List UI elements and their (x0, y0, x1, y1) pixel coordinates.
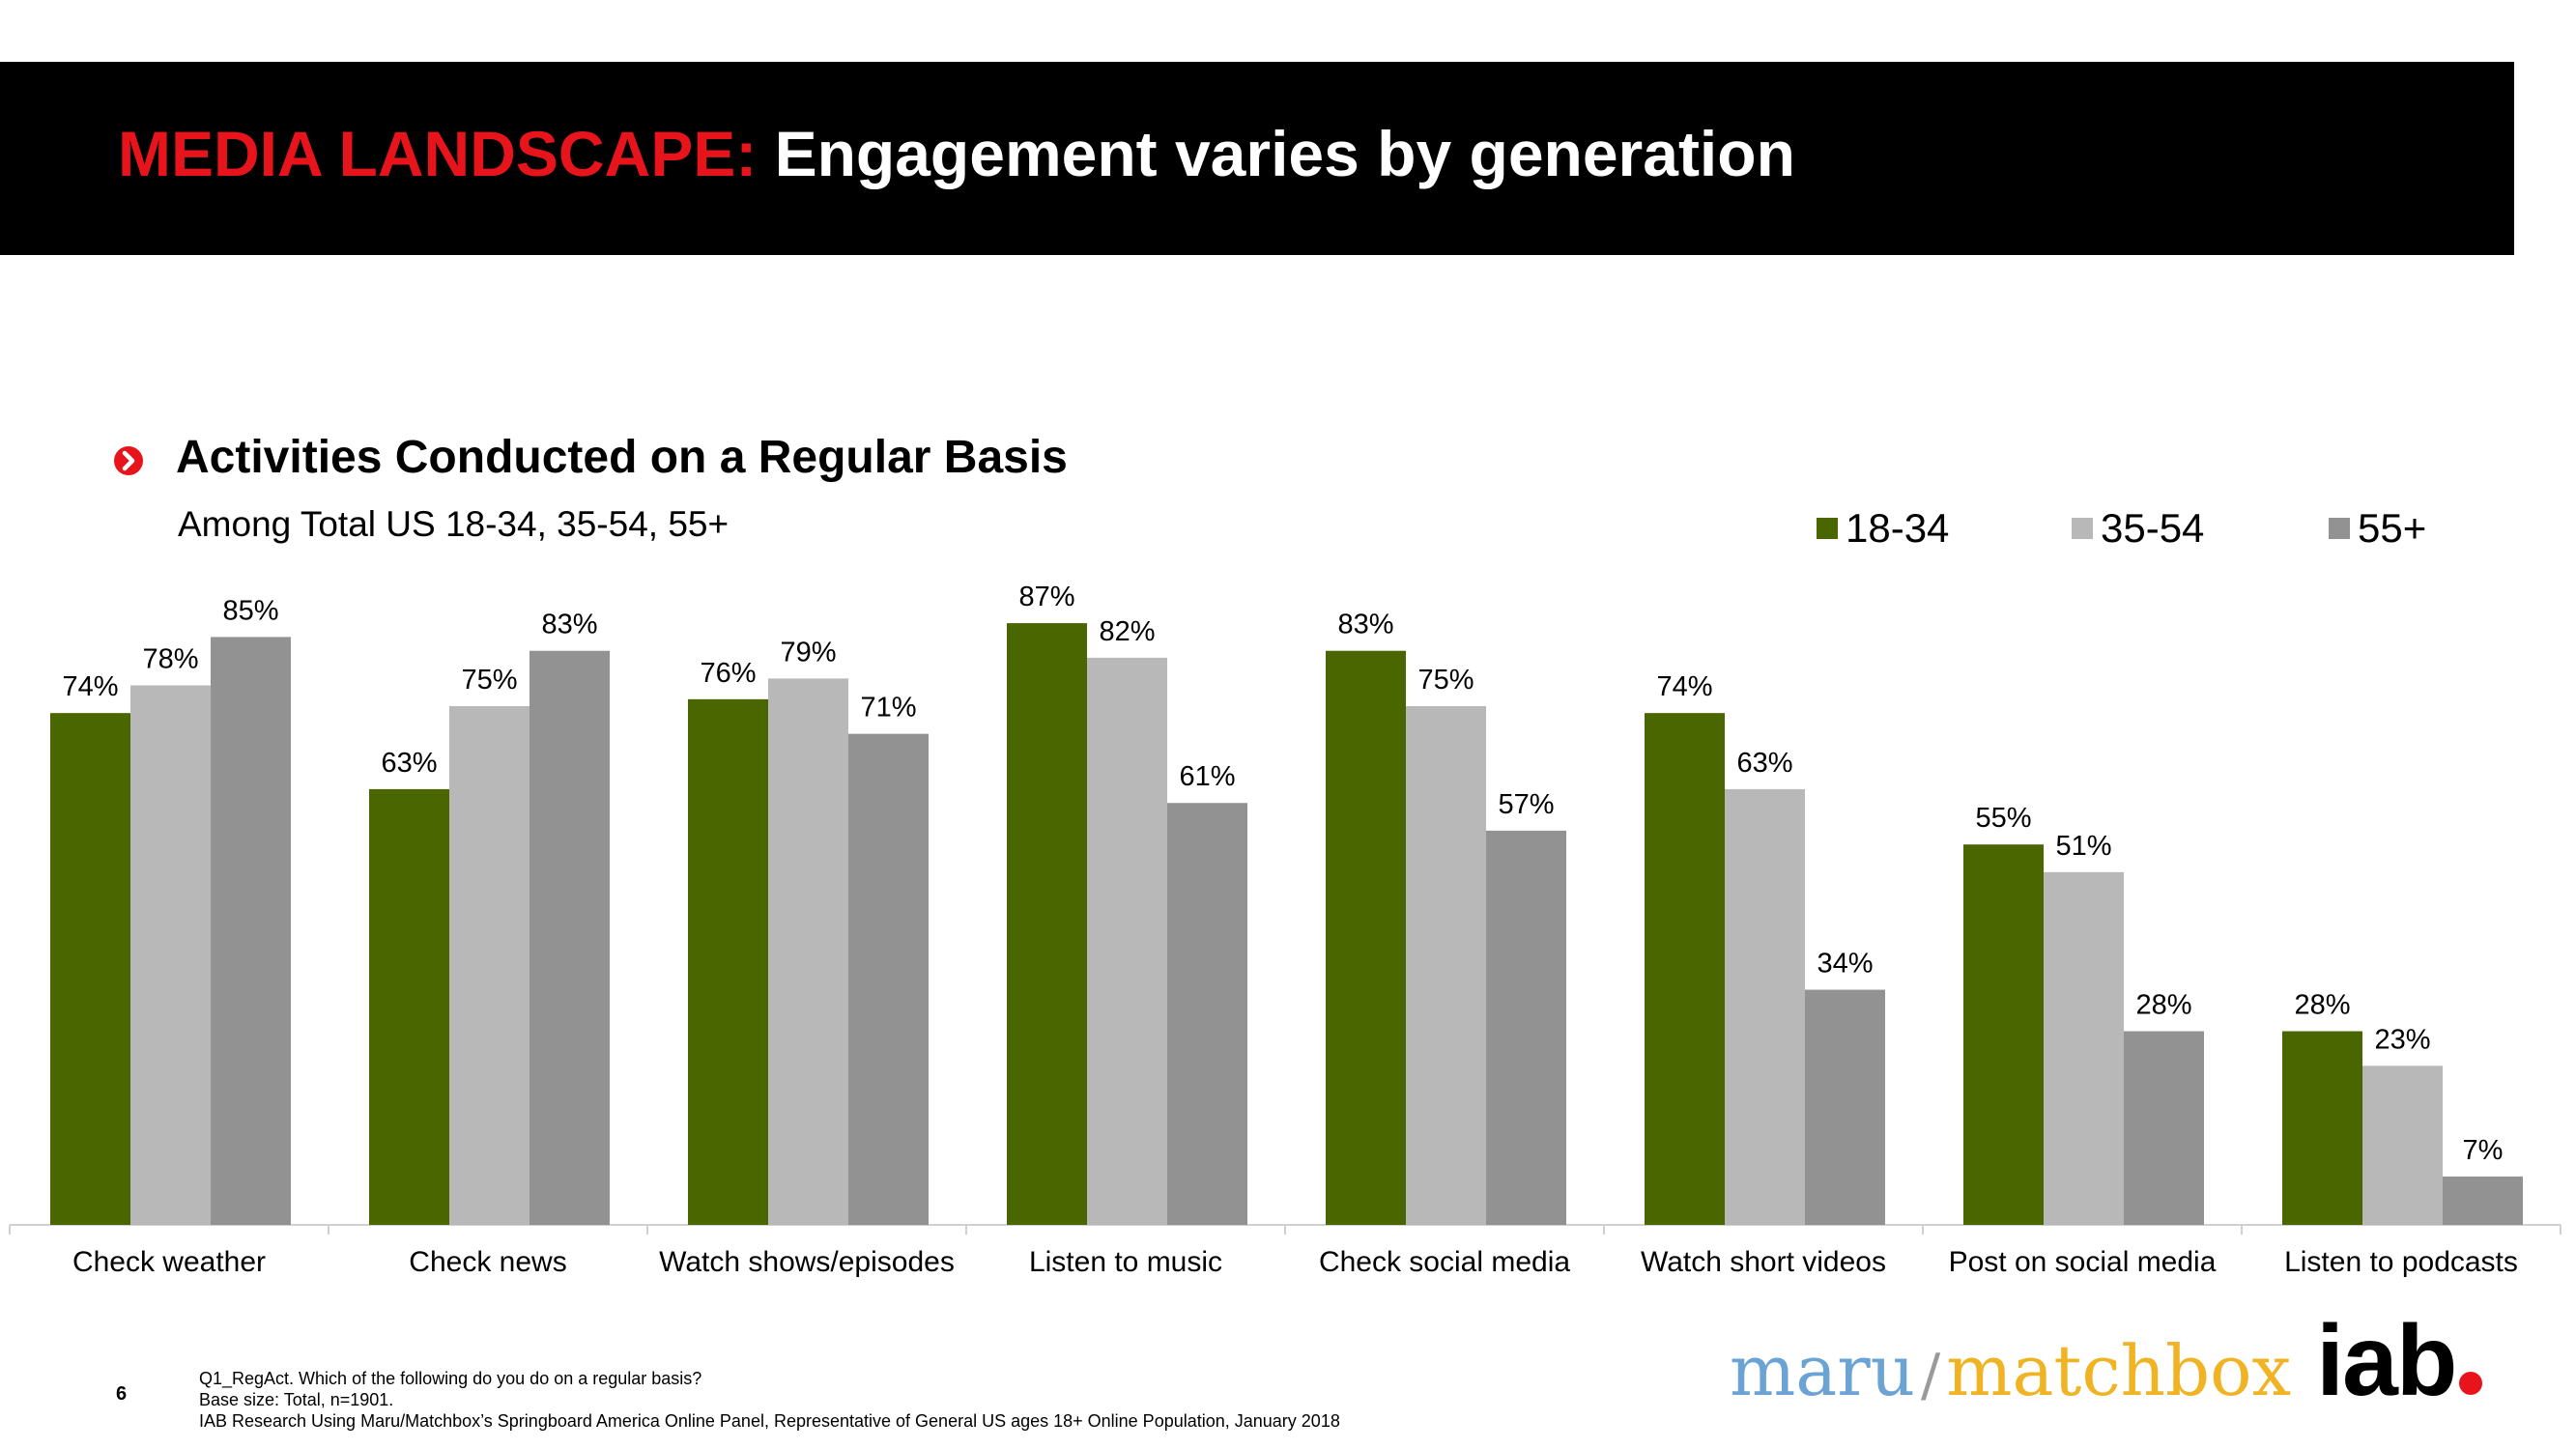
iab-logo-dot-icon (2459, 1372, 2483, 1395)
bar-watch-short-videos-55 (1805, 989, 1885, 1225)
footnote-question: Q1_RegAct. Which of the following do you… (199, 1369, 702, 1388)
data-label-listen-to-music-55: 61% (1179, 761, 1235, 792)
data-label-check-weather-55: 85% (222, 595, 278, 626)
data-label-check-news-35-54: 75% (461, 665, 517, 696)
chart-subtitle: Among Total US 18-34, 35-54, 55+ (178, 504, 730, 544)
data-label-check-weather-18-34: 74% (62, 671, 118, 702)
chart-title: Activities Conducted on a Regular Basis (176, 432, 1068, 483)
legend-item-18-34: 18-34 (1817, 508, 1949, 549)
matchbox-logo-text: matchbox (1946, 1330, 2292, 1411)
bar-chart: 74% 78% 85% Check weather 63% 75% 83% Check new… (9, 582, 2562, 1278)
bar-listen-to-music-55 (1167, 803, 1247, 1225)
bar-watch-short-videos-35-54 (1725, 788, 1805, 1225)
logo-slash: / (1921, 1342, 1941, 1409)
chevron-right-icon (114, 446, 143, 475)
bar-watch-shows-episodes-18-34 (688, 698, 768, 1225)
legend-swatch-55-plus (2329, 518, 2350, 539)
category-label-watch-short-videos: Watch short videos (1641, 1246, 1886, 1278)
legend-swatch-35-54 (2072, 518, 2093, 539)
category-label-post-on-social-media: Post on social media (1949, 1246, 2217, 1278)
bar-post-on-social-media-35-54 (2044, 871, 2124, 1225)
data-label-listen-to-podcasts-18-34: 28% (2294, 990, 2350, 1021)
bar-listen-to-podcasts-55 (2443, 1176, 2523, 1225)
data-label-check-social-media-55: 57% (1498, 789, 1554, 820)
bar-check-news-18-34 (369, 788, 449, 1225)
title-rest: Engagement varies by generation (757, 118, 1795, 189)
bar-watch-short-videos-18-34 (1645, 713, 1725, 1225)
legend-label-35-54: 35-54 (2101, 505, 2205, 551)
data-label-listen-to-music-35-54: 82% (1099, 616, 1155, 647)
partner-logos: maru / matchbox iab (1730, 1304, 2483, 1419)
data-label-listen-to-podcasts-35-54: 23% (2374, 1024, 2430, 1055)
data-label-post-on-social-media-18-34: 55% (1975, 803, 2031, 834)
data-label-check-social-media-18-34: 83% (1337, 610, 1393, 640)
data-label-post-on-social-media-35-54: 51% (2055, 831, 2111, 862)
bar-check-social-media-35-54 (1406, 706, 1486, 1225)
category-label-check-weather: Check weather (72, 1246, 266, 1278)
bar-check-news-35-54 (449, 706, 530, 1225)
page-title: MEDIA LANDSCAPE: Engagement varies by ge… (118, 122, 1795, 185)
data-label-watch-shows-episodes-55: 71% (860, 693, 916, 724)
data-label-watch-short-videos-55: 34% (1817, 949, 1873, 980)
footnotes: Q1_RegAct. Which of the following do you… (199, 1368, 1340, 1432)
legend-label-55-plus: 55+ (2358, 505, 2427, 551)
category-label-watch-shows-episodes: Watch shows/episodes (659, 1246, 955, 1278)
title-prefix: MEDIA LANDSCAPE: (118, 118, 758, 189)
maru-logo-text: maru (1730, 1330, 1915, 1411)
bar-check-weather-18-34 (50, 713, 130, 1225)
bar-listen-to-podcasts-35-54 (2362, 1065, 2443, 1225)
page-number: 6 (116, 1383, 128, 1405)
category-label-check-social-media: Check social media (1319, 1246, 1570, 1278)
bar-listen-to-podcasts-18-34 (2282, 1031, 2362, 1225)
bar-listen-to-music-18-34 (1007, 623, 1087, 1225)
bar-watch-shows-episodes-35-54 (768, 678, 848, 1225)
legend-label-18-34: 18-34 (1846, 505, 1950, 551)
legend-item-55-plus: 55+ (2329, 508, 2426, 549)
data-label-listen-to-music-18-34: 87% (1018, 582, 1074, 612)
legend-swatch-18-34 (1817, 518, 1838, 539)
bar-post-on-social-media-55 (2124, 1031, 2204, 1225)
data-label-watch-shows-episodes-35-54: 79% (780, 637, 836, 668)
footnote-source: IAB Research Using Maru/Matchbox’s Sprin… (199, 1411, 1340, 1431)
bar-listen-to-music-35-54 (1087, 657, 1167, 1225)
data-label-post-on-social-media-55: 28% (2135, 990, 2191, 1021)
data-label-watch-short-videos-18-34: 74% (1656, 671, 1712, 702)
legend-item-35-54: 35-54 (2072, 508, 2204, 549)
category-label-listen-to-music: Listen to music (1029, 1246, 1222, 1278)
data-label-check-weather-35-54: 78% (142, 644, 198, 675)
category-label-listen-to-podcasts: Listen to podcasts (2284, 1246, 2518, 1278)
bar-check-weather-55 (211, 637, 291, 1225)
bar-post-on-social-media-18-34 (1963, 844, 2044, 1225)
data-label-check-news-18-34: 63% (381, 748, 437, 779)
data-label-check-news-55: 83% (541, 610, 597, 640)
data-label-listen-to-podcasts-55: 7% (2463, 1135, 2504, 1166)
bar-watch-shows-episodes-55 (848, 733, 929, 1225)
data-label-watch-shows-episodes-18-34: 76% (700, 658, 756, 689)
bar-check-news-55 (530, 650, 610, 1225)
iab-logo-text: iab (2316, 1305, 2457, 1417)
data-label-watch-short-videos-35-54: 63% (1736, 748, 1792, 779)
bar-check-weather-35-54 (130, 685, 211, 1225)
footnote-base-size: Base size: Total, n=1901. (199, 1390, 394, 1409)
data-label-check-social-media-35-54: 75% (1417, 665, 1474, 696)
bar-check-social-media-55 (1486, 830, 1566, 1225)
header-bar (0, 62, 2514, 255)
category-label-check-news: Check news (409, 1246, 566, 1278)
bar-check-social-media-18-34 (1326, 650, 1406, 1225)
